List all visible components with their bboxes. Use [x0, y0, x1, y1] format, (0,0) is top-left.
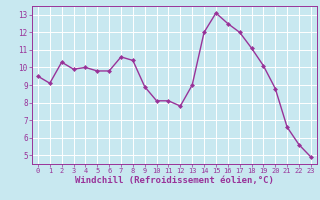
X-axis label: Windchill (Refroidissement éolien,°C): Windchill (Refroidissement éolien,°C) [75, 176, 274, 185]
